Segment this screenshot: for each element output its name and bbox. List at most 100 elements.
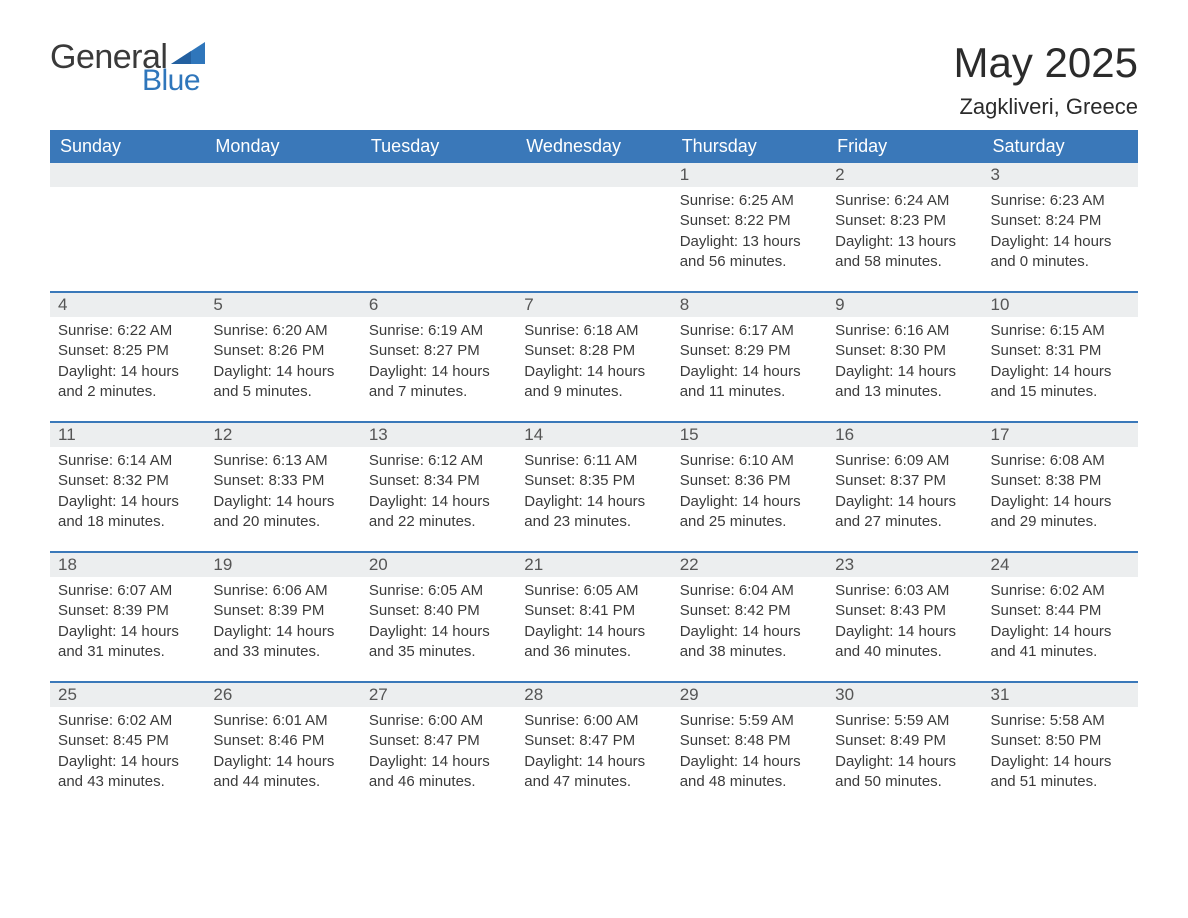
- header: General Blue May 2025 Zagkliveri, Greece: [50, 40, 1138, 120]
- day-number: 12: [205, 423, 360, 447]
- calendar-cell: 22Sunrise: 6:04 AMSunset: 8:42 PMDayligh…: [672, 553, 827, 681]
- day-number: 5: [205, 293, 360, 317]
- calendar-cell: 9Sunrise: 6:16 AMSunset: 8:30 PMDaylight…: [827, 293, 982, 421]
- sunset-text: Sunset: 8:34 PM: [369, 471, 508, 491]
- logo: General Blue: [50, 40, 205, 96]
- calendar-cell: 11Sunrise: 6:14 AMSunset: 8:32 PMDayligh…: [50, 423, 205, 551]
- day-details: Sunrise: 6:05 AMSunset: 8:40 PMDaylight:…: [361, 577, 516, 668]
- sunset-text: Sunset: 8:40 PM: [369, 601, 508, 621]
- sunrise-text: Sunrise: 6:05 AM: [369, 581, 508, 601]
- day-details: Sunrise: 6:24 AMSunset: 8:23 PMDaylight:…: [827, 187, 982, 278]
- day-details: Sunrise: 6:09 AMSunset: 8:37 PMDaylight:…: [827, 447, 982, 538]
- calendar-cell: 5Sunrise: 6:20 AMSunset: 8:26 PMDaylight…: [205, 293, 360, 421]
- daylight-text: Daylight: 14 hours and 43 minutes.: [58, 752, 197, 793]
- day-details: Sunrise: 5:58 AMSunset: 8:50 PMDaylight:…: [983, 707, 1138, 798]
- sunset-text: Sunset: 8:30 PM: [835, 341, 974, 361]
- sunrise-text: Sunrise: 6:04 AM: [680, 581, 819, 601]
- day-number: 23: [827, 553, 982, 577]
- calendar-cell: 15Sunrise: 6:10 AMSunset: 8:36 PMDayligh…: [672, 423, 827, 551]
- daylight-text: Daylight: 14 hours and 22 minutes.: [369, 492, 508, 533]
- day-number: 4: [50, 293, 205, 317]
- daylight-text: Daylight: 14 hours and 0 minutes.: [991, 232, 1130, 273]
- daylight-text: Daylight: 14 hours and 15 minutes.: [991, 362, 1130, 403]
- week-row: 4Sunrise: 6:22 AMSunset: 8:25 PMDaylight…: [50, 291, 1138, 421]
- sunset-text: Sunset: 8:36 PM: [680, 471, 819, 491]
- calendar-cell: 18Sunrise: 6:07 AMSunset: 8:39 PMDayligh…: [50, 553, 205, 681]
- sunset-text: Sunset: 8:23 PM: [835, 211, 974, 231]
- calendar-cell: 10Sunrise: 6:15 AMSunset: 8:31 PMDayligh…: [983, 293, 1138, 421]
- day-number: [205, 163, 360, 187]
- day-number: 30: [827, 683, 982, 707]
- sunset-text: Sunset: 8:24 PM: [991, 211, 1130, 231]
- day-number: 22: [672, 553, 827, 577]
- weeks-container: 1Sunrise: 6:25 AMSunset: 8:22 PMDaylight…: [50, 163, 1138, 811]
- calendar-cell: 20Sunrise: 6:05 AMSunset: 8:40 PMDayligh…: [361, 553, 516, 681]
- calendar-cell: 16Sunrise: 6:09 AMSunset: 8:37 PMDayligh…: [827, 423, 982, 551]
- day-number: 3: [983, 163, 1138, 187]
- sunrise-text: Sunrise: 6:17 AM: [680, 321, 819, 341]
- calendar-cell: 14Sunrise: 6:11 AMSunset: 8:35 PMDayligh…: [516, 423, 671, 551]
- day-details: Sunrise: 6:00 AMSunset: 8:47 PMDaylight:…: [516, 707, 671, 798]
- calendar-cell: 17Sunrise: 6:08 AMSunset: 8:38 PMDayligh…: [983, 423, 1138, 551]
- sunset-text: Sunset: 8:49 PM: [835, 731, 974, 751]
- sunrise-text: Sunrise: 6:20 AM: [213, 321, 352, 341]
- day-details: Sunrise: 6:06 AMSunset: 8:39 PMDaylight:…: [205, 577, 360, 668]
- day-number: 27: [361, 683, 516, 707]
- page-title: May 2025: [954, 40, 1138, 86]
- calendar-cell: 19Sunrise: 6:06 AMSunset: 8:39 PMDayligh…: [205, 553, 360, 681]
- sunrise-text: Sunrise: 6:13 AM: [213, 451, 352, 471]
- sunset-text: Sunset: 8:43 PM: [835, 601, 974, 621]
- daylight-text: Daylight: 13 hours and 58 minutes.: [835, 232, 974, 273]
- daylight-text: Daylight: 14 hours and 2 minutes.: [58, 362, 197, 403]
- day-number: 31: [983, 683, 1138, 707]
- sunrise-text: Sunrise: 6:18 AM: [524, 321, 663, 341]
- day-details: Sunrise: 6:15 AMSunset: 8:31 PMDaylight:…: [983, 317, 1138, 408]
- sunset-text: Sunset: 8:48 PM: [680, 731, 819, 751]
- calendar-cell: 13 Sunrise: 6:12 AMSunset: 8:34 PMDayligh…: [361, 423, 516, 551]
- day-number: 25: [50, 683, 205, 707]
- sunrise-text: Sunrise: 6:11 AM: [524, 451, 663, 471]
- calendar-cell: 7Sunrise: 6:18 AMSunset: 8:28 PMDaylight…: [516, 293, 671, 421]
- calendar-cell: 21Sunrise: 6:05 AMSunset: 8:41 PMDayligh…: [516, 553, 671, 681]
- day-number: 14: [516, 423, 671, 447]
- daylight-text: Daylight: 14 hours and 27 minutes.: [835, 492, 974, 533]
- daylight-text: Daylight: 14 hours and 40 minutes.: [835, 622, 974, 663]
- week-row: 18Sunrise: 6:07 AMSunset: 8:39 PMDayligh…: [50, 551, 1138, 681]
- day-number: [516, 163, 671, 187]
- sunrise-text: Sunrise: 6:12 AM: [369, 451, 508, 471]
- day-number: 16: [827, 423, 982, 447]
- day-number: 9: [827, 293, 982, 317]
- location-subtitle: Zagkliveri, Greece: [954, 94, 1138, 120]
- calendar-cell: 29Sunrise: 5:59 AMSunset: 8:48 PMDayligh…: [672, 683, 827, 811]
- calendar-cell: 23Sunrise: 6:03 AMSunset: 8:43 PMDayligh…: [827, 553, 982, 681]
- calendar-cell: 27Sunrise: 6:00 AMSunset: 8:47 PMDayligh…: [361, 683, 516, 811]
- sunset-text: Sunset: 8:47 PM: [524, 731, 663, 751]
- day-details: Sunrise: 6:17 AMSunset: 8:29 PMDaylight:…: [672, 317, 827, 408]
- sunset-text: Sunset: 8:38 PM: [991, 471, 1130, 491]
- daylight-text: Daylight: 14 hours and 11 minutes.: [680, 362, 819, 403]
- daylight-text: Daylight: 14 hours and 20 minutes.: [213, 492, 352, 533]
- sunrise-text: Sunrise: 6:05 AM: [524, 581, 663, 601]
- day-number: 8: [672, 293, 827, 317]
- sunset-text: Sunset: 8:33 PM: [213, 471, 352, 491]
- day-details: Sunrise: 6:22 AMSunset: 8:25 PMDaylight:…: [50, 317, 205, 408]
- day-number: 7: [516, 293, 671, 317]
- sunrise-text: Sunrise: 5:58 AM: [991, 711, 1130, 731]
- day-details: Sunrise: 6:00 AMSunset: 8:47 PMDaylight:…: [361, 707, 516, 798]
- day-number: 6: [361, 293, 516, 317]
- sunset-text: Sunset: 8:25 PM: [58, 341, 197, 361]
- sunrise-text: Sunrise: 6:02 AM: [991, 581, 1130, 601]
- day-details: Sunrise: 6:02 AMSunset: 8:44 PMDaylight:…: [983, 577, 1138, 668]
- day-number: 13: [361, 423, 516, 447]
- sunset-text: Sunset: 8:31 PM: [991, 341, 1130, 361]
- daylight-text: Daylight: 14 hours and 47 minutes.: [524, 752, 663, 793]
- day-details: Sunrise: 6:13 AMSunset: 8:33 PMDaylight:…: [205, 447, 360, 538]
- day-details: Sunrise: 6:16 AMSunset: 8:30 PMDaylight:…: [827, 317, 982, 408]
- calendar-cell: [205, 163, 360, 291]
- day-number: 20: [361, 553, 516, 577]
- calendar-cell: 3Sunrise: 6:23 AMSunset: 8:24 PMDaylight…: [983, 163, 1138, 291]
- day-number: 18: [50, 553, 205, 577]
- calendar-cell: 8Sunrise: 6:17 AMSunset: 8:29 PMDaylight…: [672, 293, 827, 421]
- calendar-cell: 1Sunrise: 6:25 AMSunset: 8:22 PMDaylight…: [672, 163, 827, 291]
- day-details: Sunrise: 6:18 AMSunset: 8:28 PMDaylight:…: [516, 317, 671, 408]
